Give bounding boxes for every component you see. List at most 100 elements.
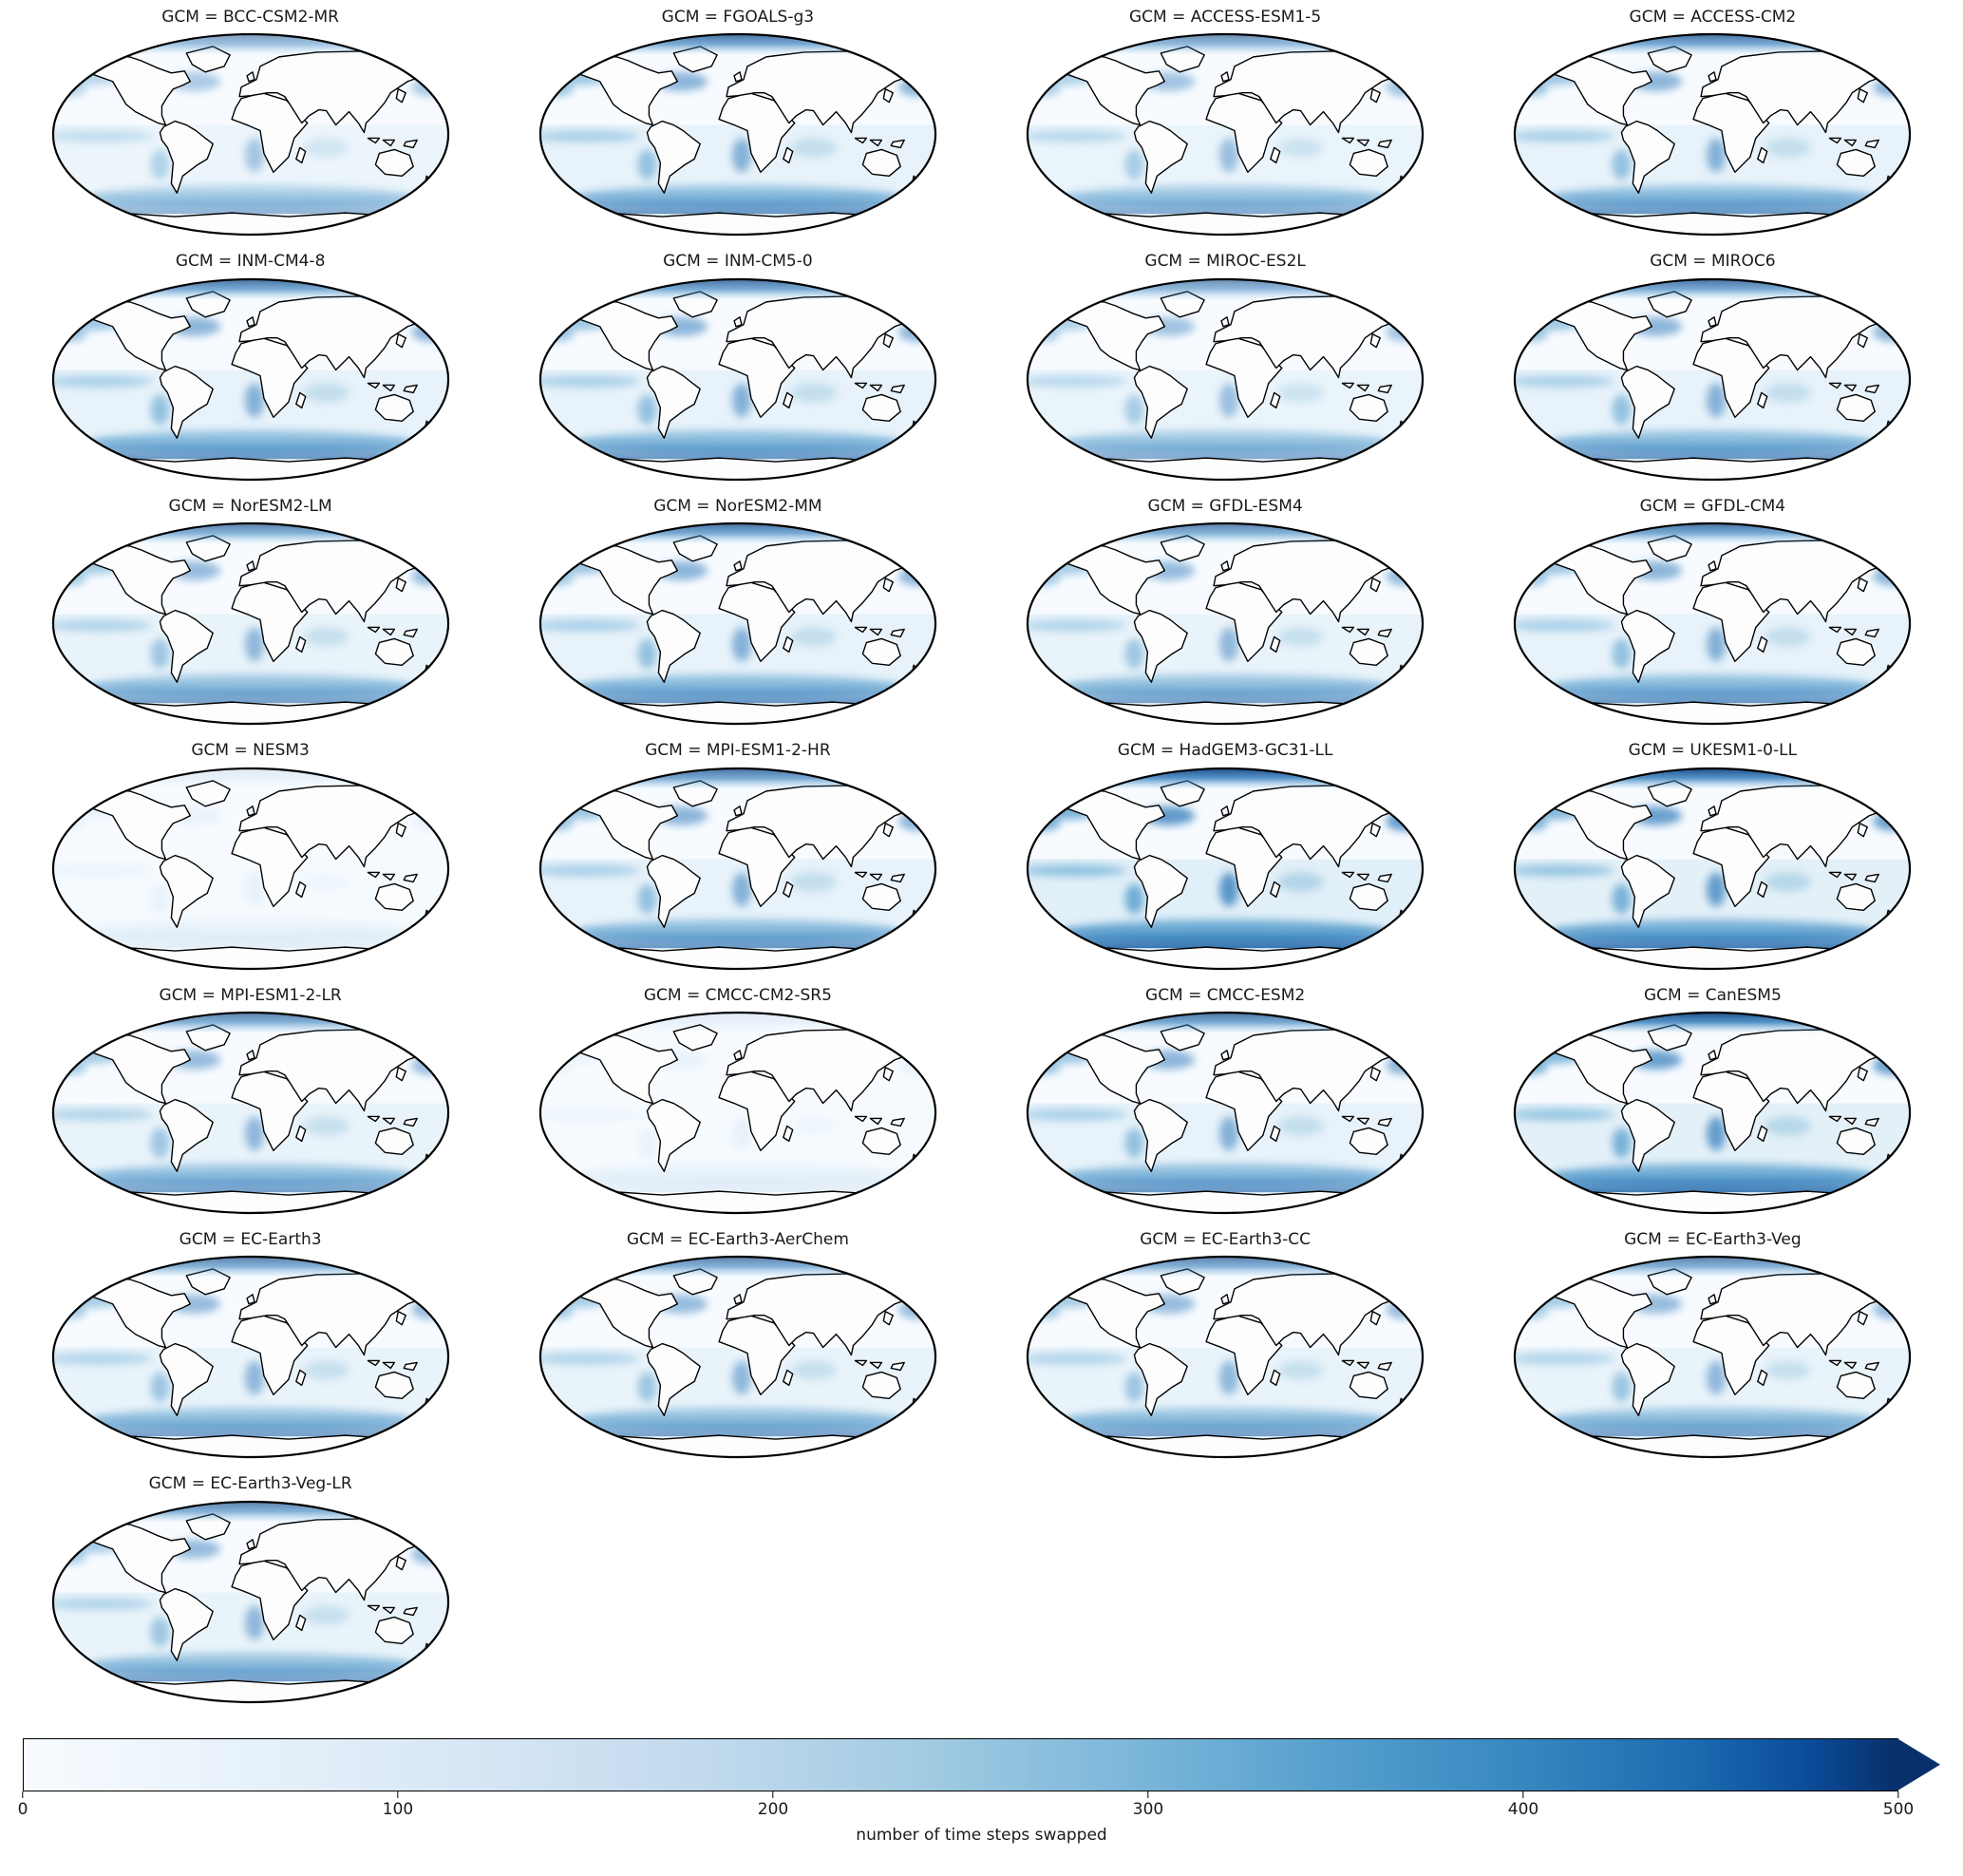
map-outline	[1026, 33, 1425, 237]
facet-title: GCM = EC-Earth3-AerChem	[626, 1229, 849, 1249]
facet-title: GCM = CMCC-ESM2	[1145, 985, 1306, 1005]
facet-title: GCM = MPI-ESM1-2-HR	[645, 741, 831, 761]
facet-title: GCM = ACCESS-CM2	[1629, 8, 1797, 27]
facet-title: GCM = MPI-ESM1-2-LR	[159, 985, 342, 1005]
map-panel: GCM = MIROC-ES2L	[985, 252, 1466, 483]
colorbar-tick	[1522, 1791, 1524, 1798]
map-panel: GCM = GFDL-CM4	[1472, 497, 1954, 728]
world-map	[1514, 1256, 1912, 1459]
map-panel: GCM = NorESM2-LM	[9, 497, 491, 728]
world-map	[538, 767, 937, 970]
map-panel: GCM = FGOALS-g3	[497, 8, 978, 238]
colorbar-tick-label: 100	[382, 1799, 414, 1819]
map-outline	[51, 1011, 449, 1215]
colorbar-tick-label: 300	[1132, 1799, 1164, 1819]
colorbar-tick	[397, 1791, 399, 1798]
world-map	[51, 1500, 449, 1703]
map-panel: GCM = UKESM1-0-LL	[1472, 741, 1954, 972]
colorbar-tick	[1147, 1791, 1149, 1798]
map-outline	[538, 522, 937, 726]
map-panel: GCM = INM-CM4-8	[9, 252, 491, 483]
colorbar-tick-label: 400	[1507, 1799, 1539, 1819]
world-map	[1514, 522, 1912, 726]
facet-title: GCM = UKESM1-0-LL	[1628, 741, 1798, 761]
colorbar-tick-label: 200	[757, 1799, 789, 1819]
map-outline	[1026, 1256, 1425, 1459]
map-panel: GCM = ACCESS-CM2	[1472, 8, 1954, 238]
world-map	[1026, 33, 1425, 237]
map-outline	[1026, 1011, 1425, 1215]
map-panel: GCM = EC-Earth3-CC	[985, 1230, 1466, 1461]
map-panel: GCM = GFDL-ESM4	[985, 497, 1466, 728]
facet-title: GCM = FGOALS-g3	[661, 8, 815, 27]
map-panel: GCM = EC-Earth3-Veg-LR	[9, 1474, 491, 1705]
world-map	[1514, 767, 1912, 970]
colorbar-bar-wrap	[23, 1737, 1940, 1791]
map-outline	[538, 1256, 937, 1459]
facet-title: GCM = INM-CM5-0	[663, 252, 813, 272]
facet-title: GCM = EC-Earth3-Veg	[1624, 1229, 1802, 1249]
map-panel: GCM = INM-CM5-0	[497, 252, 978, 483]
map-panel: GCM = EC-Earth3-AerChem	[497, 1230, 978, 1461]
world-map	[538, 277, 937, 481]
world-map	[1026, 1256, 1425, 1459]
map-outline	[1514, 1256, 1912, 1459]
colorbar-tick-label: 0	[17, 1799, 28, 1819]
world-map	[1514, 33, 1912, 237]
map-outline	[538, 767, 937, 970]
facet-title: GCM = NESM3	[191, 741, 310, 761]
world-map	[1026, 277, 1425, 481]
map-panel: GCM = MIROC6	[1472, 252, 1954, 483]
world-map	[51, 1011, 449, 1215]
facet-title: GCM = INM-CM4-8	[175, 252, 326, 272]
map-outline	[1026, 522, 1425, 726]
map-outline	[1514, 767, 1912, 970]
map-panel: GCM = CMCC-CM2-SR5	[497, 986, 978, 1217]
facet-title: GCM = CMCC-CM2-SR5	[643, 985, 832, 1005]
facet-title: GCM = EC-Earth3-CC	[1140, 1229, 1312, 1249]
map-outline	[1514, 277, 1912, 481]
world-map	[538, 33, 937, 237]
map-outline	[51, 767, 449, 970]
map-outline	[1026, 277, 1425, 481]
map-outline	[51, 522, 449, 726]
colorbar-tick	[772, 1791, 774, 1798]
facet-title: GCM = EC-Earth3-Veg-LR	[148, 1474, 352, 1494]
map-outline	[1514, 33, 1912, 237]
facet-title: GCM = NorESM2-LM	[168, 496, 332, 516]
world-map	[51, 1256, 449, 1459]
map-panel: GCM = MPI-ESM1-2-HR	[497, 741, 978, 972]
colorbar-tick	[22, 1791, 24, 1798]
colorbar: 0 100 200 300 400 500 number of time steps sw…	[18, 1737, 1940, 1845]
facet-title: GCM = NorESM2-MM	[653, 496, 822, 516]
world-map	[51, 33, 449, 237]
world-map	[1026, 767, 1425, 970]
facet-title: GCM = ACCESS-ESM1-5	[1128, 8, 1322, 27]
world-map	[538, 1256, 937, 1459]
map-outline	[1514, 522, 1912, 726]
world-map	[1514, 277, 1912, 481]
facet-title: GCM = HadGEM3-GC31-LL	[1117, 741, 1333, 761]
map-panel: GCM = NorESM2-MM	[497, 497, 978, 728]
colorbar-ticks: 0 100 200 300 400 500	[18, 1791, 1914, 1824]
world-map	[51, 277, 449, 481]
colorbar-gradient	[23, 1737, 1898, 1791]
map-outline	[538, 33, 937, 237]
colorbar-tick-label: 500	[1882, 1799, 1915, 1819]
facet-title: GCM = CanESM5	[1643, 985, 1782, 1005]
map-panel: GCM = MPI-ESM1-2-LR	[9, 986, 491, 1217]
map-outline	[51, 33, 449, 237]
map-panel: GCM = EC-Earth3	[9, 1230, 491, 1461]
map-panel: GCM = CanESM5	[1472, 986, 1954, 1217]
map-panel: GCM = CMCC-ESM2	[985, 986, 1466, 1217]
colorbar-tick	[1897, 1791, 1899, 1798]
facet-title: GCM = GFDL-CM4	[1639, 496, 1786, 516]
colorbar-extend-arrow	[1897, 1737, 1940, 1791]
world-map	[538, 1011, 937, 1215]
facet-title: GCM = MIROC6	[1650, 252, 1776, 272]
facet-title: GCM = EC-Earth3	[179, 1229, 322, 1249]
world-map	[538, 522, 937, 726]
world-map	[51, 767, 449, 970]
map-outline	[51, 1500, 449, 1703]
